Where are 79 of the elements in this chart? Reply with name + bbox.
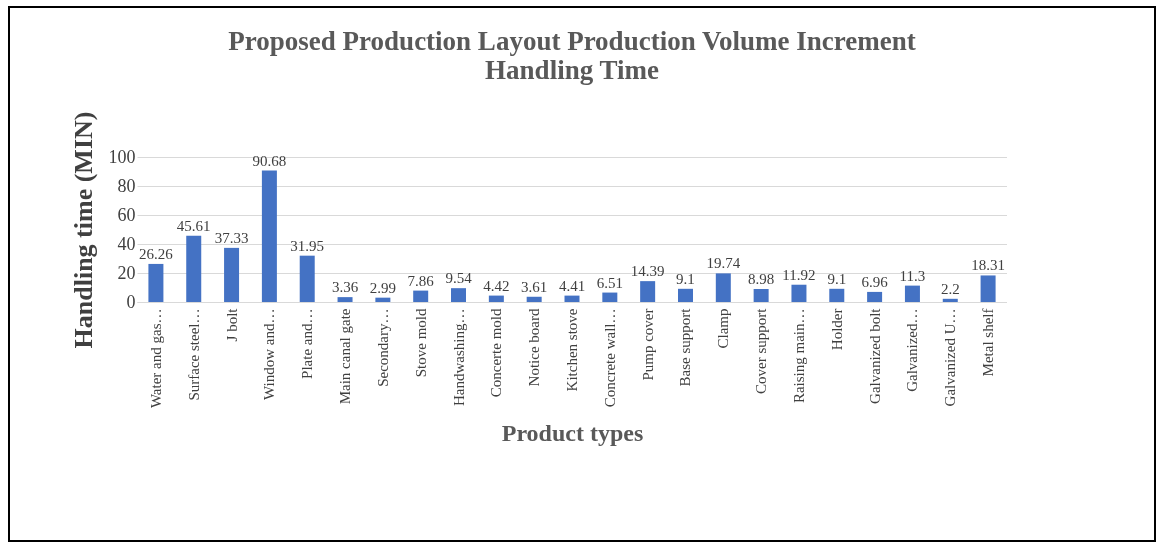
x-tick-label: Galvanized bolt (866, 307, 883, 404)
data-label: 31.95 (290, 237, 325, 254)
bar (488, 295, 504, 302)
data-label: 11.92 (782, 266, 816, 283)
data-label: 8.98 (748, 270, 775, 287)
data-label: 9.54 (445, 270, 473, 287)
text: Handling Time (485, 55, 659, 86)
bar (640, 281, 656, 302)
x-tick-label: Notice board (526, 308, 543, 387)
x-tick-label: Galvanized U… (942, 308, 959, 407)
y-tick-label: 80 (117, 175, 136, 196)
x-tick-label: Secondary… (374, 308, 391, 387)
data-label: 26.26 (139, 245, 174, 262)
x-tick-label: Handwashing… (450, 308, 467, 406)
x-tick-label: Concerte mold (488, 308, 505, 398)
bar (224, 247, 240, 302)
data-label: 11.3 (899, 267, 926, 284)
bar (942, 298, 958, 302)
bar (375, 297, 391, 302)
data-label: 2.99 (369, 279, 396, 296)
y-tick-label: 60 (117, 204, 136, 225)
y-tick-label: 20 (117, 262, 136, 283)
data-label: 6.96 (861, 273, 889, 290)
data-label: 6.51 (596, 274, 623, 291)
y-tick-label: 100 (108, 146, 136, 167)
x-tick-label: Water and gas… (147, 308, 164, 409)
data-label: 37.33 (214, 229, 249, 246)
x-tick-label: Main canal gate (337, 308, 354, 405)
data-label: 9.1 (827, 270, 847, 287)
bar (337, 297, 353, 302)
x-tick-label: Pump cover (639, 308, 656, 381)
x-tick-label: Surface steel… (185, 308, 202, 401)
bar (299, 255, 315, 302)
bar (526, 296, 542, 302)
bar (829, 288, 845, 302)
bar (677, 288, 693, 302)
bar (753, 288, 769, 302)
bar (564, 295, 580, 302)
x-tick-label: Window and… (261, 308, 278, 400)
x-tick-label: Holder (828, 308, 845, 351)
data-label: 18.31 (971, 257, 1005, 274)
bar (980, 275, 996, 302)
x-tick-label: Base support (677, 307, 694, 387)
bar (715, 273, 731, 302)
x-tick-label: Concrete wall… (601, 308, 618, 408)
x-axis-title: Product types (501, 420, 644, 447)
data-label: 4.42 (483, 277, 510, 294)
data-label: 2.2 (940, 280, 960, 297)
x-tick-label: Clamp (715, 308, 732, 349)
data-label: 7.86 (407, 272, 435, 289)
x-tick-label: Galvanized… (904, 308, 921, 392)
y-tick-label: 0 (126, 291, 136, 312)
bar (791, 284, 807, 302)
text: Proposed Production Layout Production Volume Increment (228, 26, 916, 57)
y-axis-title: Handling time (MIN) (68, 111, 98, 349)
data-label: 90.68 (252, 152, 287, 169)
bar (602, 292, 618, 302)
x-tick-label: Plate and… (299, 308, 316, 379)
bar (186, 235, 202, 302)
bar (451, 288, 467, 302)
data-label: 14.39 (630, 263, 665, 280)
data-label: 19.74 (706, 255, 741, 272)
x-tick-label: Cover support (753, 307, 770, 394)
bar (413, 290, 429, 302)
bar (904, 285, 920, 302)
bar (148, 263, 164, 302)
data-label: 3.36 (331, 279, 359, 296)
x-tick-label: J bolt (223, 307, 240, 342)
bar (867, 291, 883, 302)
x-tick-label: Stove mold (412, 308, 429, 378)
bar (261, 170, 277, 302)
data-label: 4.41 (558, 277, 586, 294)
y-tick-label: 40 (117, 233, 136, 254)
data-label: 3.61 (521, 278, 548, 295)
x-tick-label: Metal shelf (980, 308, 997, 377)
x-tick-label: Kitchen stove (564, 308, 580, 392)
data-label: 9.1 (676, 270, 695, 287)
x-tick-label: Raising main… (790, 308, 807, 404)
data-label: 45.61 (176, 217, 211, 234)
